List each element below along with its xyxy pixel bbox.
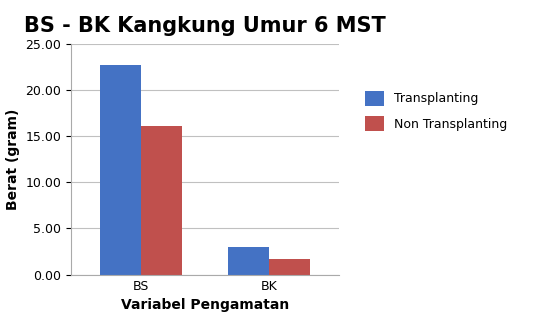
Bar <box>141 126 182 275</box>
X-axis label: Variabel Pengamatan: Variabel Pengamatan <box>121 298 289 312</box>
Bar <box>269 259 310 275</box>
Legend: Transplanting, Non Transplanting: Transplanting, Non Transplanting <box>359 84 513 137</box>
Bar <box>101 65 141 275</box>
Bar <box>228 247 269 275</box>
Y-axis label: Berat (gram): Berat (gram) <box>6 109 20 210</box>
Title: BS - BK Kangkung Umur 6 MST: BS - BK Kangkung Umur 6 MST <box>24 16 386 37</box>
